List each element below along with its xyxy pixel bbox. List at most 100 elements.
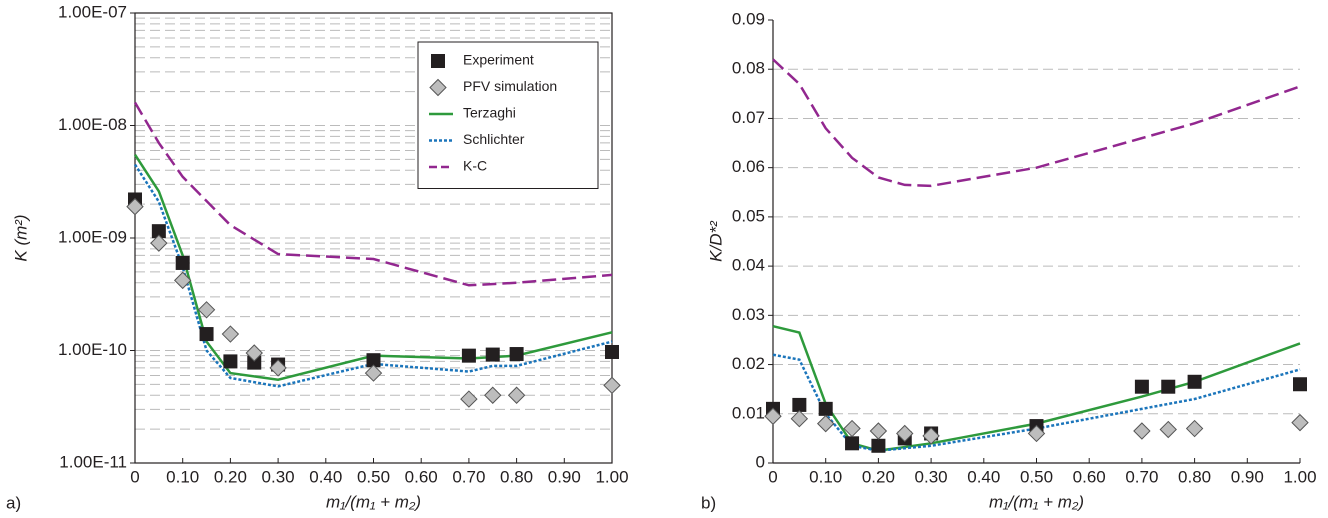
- y-tick-label: 1.00E-08: [58, 115, 127, 134]
- x-tick-label: 0.60: [1073, 467, 1106, 486]
- chart-panel: 0 0.01 0.02 0.03 0.04 0.05 0.06 0.07 0.08 0.09 0 0.…: [701, 9, 1317, 512]
- line-dotted: [772, 353, 1301, 452]
- square-marker: [247, 355, 262, 370]
- y-tick-label: 0.07: [732, 108, 765, 127]
- diamond-marker: [126, 197, 144, 216]
- x-tick-label: 0.50: [1020, 467, 1053, 486]
- square-marker: [509, 347, 524, 362]
- square-marker: [1187, 374, 1202, 389]
- diamond-marker: [269, 359, 287, 377]
- square-marker: [223, 354, 238, 369]
- x-tick-label: 0.90: [548, 467, 581, 486]
- x-tick-label: 0.10: [809, 467, 842, 486]
- diamond-marker: [922, 427, 940, 445]
- square-marker: [605, 344, 619, 359]
- legend-label: PFV simulation: [463, 78, 557, 94]
- x-tick-label: 0.30: [262, 467, 295, 486]
- y-tick-label: 1.00E-11: [59, 452, 127, 471]
- x-tick-label: 0.40: [967, 467, 1000, 486]
- y-tick-label: 0.03: [732, 305, 765, 324]
- square-marker: [485, 347, 500, 362]
- diamond-marker: [764, 407, 782, 425]
- x-axis-label: m₁/(m₁ + m₂): [989, 492, 1084, 511]
- y-tick-label: 1.00E-07: [58, 2, 127, 21]
- line-dotted: [133, 163, 613, 388]
- diamond-marker: [896, 424, 914, 443]
- x-tick-label: 0.20: [862, 467, 895, 486]
- y-tick-label: 0.06: [732, 157, 765, 176]
- x-tick-label: 0.80: [1178, 467, 1211, 486]
- y-axis-label: K/D*²: [706, 220, 725, 262]
- square-marker: [366, 353, 381, 368]
- diamond-marker: [1291, 413, 1309, 432]
- square-marker: [1161, 379, 1176, 394]
- diamond-marker: [603, 376, 621, 395]
- x-tick-label: 0: [768, 467, 777, 486]
- diamond-marker: [869, 422, 888, 440]
- square-marker: [845, 436, 860, 451]
- diamond-marker: [150, 234, 168, 252]
- x-tick-label: 0.70: [1125, 467, 1158, 486]
- diamond-marker: [1185, 419, 1204, 438]
- y-tick-label: 0.09: [732, 9, 765, 28]
- diamond-marker: [460, 390, 478, 408]
- y-tick-label: 0.04: [732, 256, 765, 275]
- diamond-marker: [1159, 420, 1177, 439]
- diamond-marker: [1027, 424, 1046, 443]
- x-tick-label: 0.30: [915, 467, 948, 486]
- legend-label: Experiment: [463, 52, 534, 68]
- y-tick-label: 0.01: [732, 403, 765, 422]
- diamond-marker: [507, 386, 526, 404]
- x-tick-label: 0: [130, 467, 139, 486]
- square-marker: [461, 348, 476, 363]
- x-tick-label: 1.00: [595, 467, 628, 486]
- chart-panel: 1.00E-11 1.00E-10 1.00E-09 1.00E-08 1.00E-07…: [6, 2, 629, 512]
- diamond-marker: [221, 325, 240, 343]
- square-marker: [871, 438, 886, 453]
- x-tick-label: 0.60: [405, 467, 438, 486]
- legend-swatch: [429, 78, 447, 97]
- square-marker: [175, 255, 190, 270]
- diamond-marker: [197, 301, 216, 319]
- panel-label: a): [6, 493, 21, 512]
- diamond-marker: [173, 271, 192, 290]
- square-marker: [1134, 379, 1149, 394]
- square-marker: [199, 327, 214, 342]
- diamond-marker: [790, 409, 809, 428]
- x-tick-label: 1.00: [1283, 467, 1316, 486]
- y-tick-label: 0.08: [732, 59, 765, 78]
- x-tick-label: 0.50: [357, 467, 390, 486]
- x-tick-label: 0.40: [309, 467, 342, 486]
- y-tick-label: 0: [756, 452, 765, 471]
- y-tick-label: 0.05: [732, 206, 765, 225]
- line-dashed: [133, 101, 613, 287]
- panel-label: b): [701, 493, 716, 512]
- x-axis-label: m₁/(m₁ + m₂): [326, 492, 421, 511]
- square-marker: [792, 397, 807, 412]
- x-tick-label: 0.90: [1231, 467, 1264, 486]
- legend-swatch: [431, 54, 445, 68]
- x-tick-label: 0.80: [500, 467, 533, 486]
- diamond-marker: [816, 414, 835, 433]
- square-marker: [1293, 377, 1307, 392]
- plot-frame: [134, 12, 613, 464]
- y-tick-label: 0.02: [732, 354, 765, 373]
- diamond-marker: [364, 364, 383, 382]
- square-marker: [818, 401, 833, 416]
- y-axis-label: K (m²): [11, 214, 30, 261]
- y-tick-label: 1.00E-10: [58, 340, 127, 359]
- legend-label: Schlichter: [463, 131, 525, 147]
- x-tick-label: 0.10: [166, 467, 199, 486]
- line-dashed: [772, 58, 1301, 188]
- x-tick-label: 0.70: [452, 467, 485, 486]
- diamond-marker: [843, 419, 861, 438]
- legend-label: K-C: [463, 158, 487, 174]
- y-tick-label: 1.00E-09: [58, 227, 127, 246]
- diamond-marker: [245, 344, 263, 362]
- legend-label: Terzaghi: [463, 105, 516, 121]
- square-marker: [151, 224, 166, 239]
- diamond-marker: [1133, 422, 1151, 440]
- x-tick-label: 0.20: [214, 467, 247, 486]
- diamond-marker: [484, 386, 502, 404]
